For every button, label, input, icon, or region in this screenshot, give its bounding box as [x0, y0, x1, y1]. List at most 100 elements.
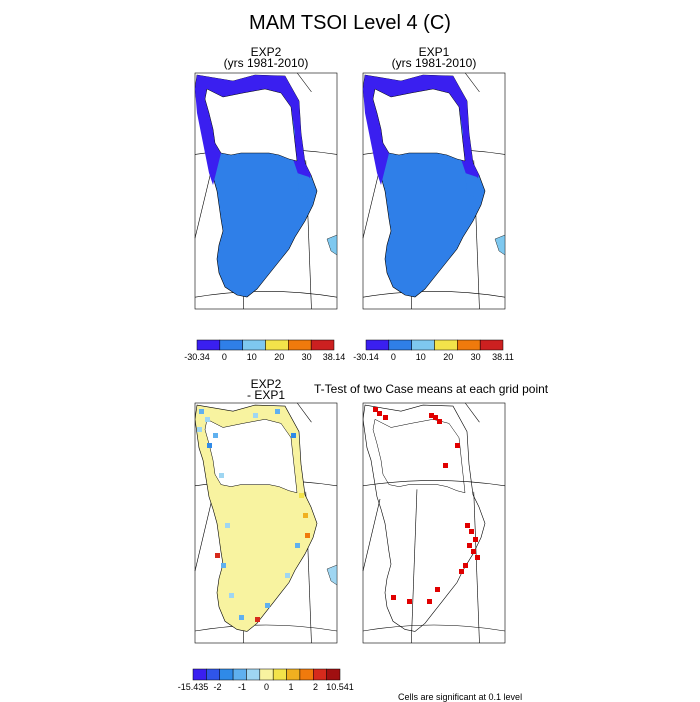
colorbar-diff-box-1 — [206, 668, 220, 681]
latitude-line-south-0 — [195, 291, 337, 298]
map-panels — [194, 72, 506, 644]
iceland-1 — [494, 234, 505, 256]
significant-cell-17 — [391, 595, 396, 600]
colorbar-exp1-label-4: 30 — [471, 352, 481, 362]
panel-title-exp2-line2: (yrs 1981-2010) — [223, 56, 309, 70]
significant-cell-8 — [473, 537, 478, 542]
colorbar-diff-box-7 — [286, 668, 301, 681]
meridian-north-2 — [296, 402, 312, 423]
colorbar-diff-box-6 — [272, 668, 287, 681]
map-frame-1 — [362, 72, 506, 310]
east-coast-cell-0 — [297, 173, 315, 199]
iceland-2 — [326, 564, 337, 586]
significant-cell-3 — [429, 413, 434, 418]
colorbar-exp1-box-3 — [434, 339, 458, 351]
colorbar-exp2-label-1: 0 — [222, 352, 227, 362]
diff-cell-2-15 — [265, 603, 270, 608]
panel-title-exp1-line2: (yrs 1981-2010) — [391, 56, 477, 70]
map-frame-2 — [194, 402, 338, 644]
colorbar-exp2-label-0: -30.34 — [184, 352, 210, 362]
colorbar-diff-box-3 — [232, 668, 247, 681]
panel-title-exp2-line1: EXP2 — [250, 45, 282, 59]
meridian-north-0 — [297, 72, 312, 93]
significant-cell-15 — [427, 599, 432, 604]
colorbar-exp1-box-1 — [388, 339, 412, 351]
diff-cell-2-4 — [225, 523, 230, 528]
colorbars: -30.34 0 10 20 30 38.14 -30.14 0 10 20 30 38.11-15.… — [178, 339, 514, 692]
diff-cell-2-18 — [197, 427, 202, 432]
colorbar-diff-box-4 — [246, 668, 261, 681]
colorbar-diff-label-2: -1 — [238, 682, 246, 692]
diff-cell-2-0 — [199, 409, 204, 414]
interior-outline-3 — [372, 418, 466, 494]
meridian-west-1 — [362, 167, 381, 239]
colorbar-exp2: -30.34 0 10 20 30 38.14 — [184, 339, 345, 362]
colorbar-diff-box-5 — [259, 668, 274, 681]
map-field-2 — [195, 404, 337, 632]
colorbar-exp2-box-2 — [242, 339, 266, 351]
diff-cell-2-10 — [291, 433, 296, 438]
colorbar-diff-box-9 — [313, 668, 327, 681]
significant-cell-1 — [377, 411, 382, 416]
diff-cell-2-2 — [213, 433, 218, 438]
significant-cell-4 — [433, 415, 438, 420]
significant-cell-13 — [459, 569, 464, 574]
map-field-3 — [363, 404, 486, 632]
meridian-north-1 — [465, 72, 480, 93]
colorbar-diff-box-10 — [326, 668, 341, 681]
panel-title-exp2: EXP2 (yrs 1981-2010) — [196, 45, 336, 70]
diff-cell-2-12 — [303, 513, 308, 518]
colorbar-exp1-label-5: 38.11 — [492, 352, 514, 362]
figure-title: MAM TSOI Level 4 (C) — [249, 12, 451, 34]
significant-cell-12 — [463, 563, 468, 568]
colorbar-exp1-box-0 — [365, 339, 390, 351]
latitude-line-south-3 — [363, 624, 505, 632]
meridian-east-3 — [473, 491, 480, 644]
map-field-1 — [363, 74, 505, 298]
meridian-west-3 — [362, 498, 381, 572]
meridian-north-3 — [464, 402, 480, 423]
iceland-0 — [326, 234, 337, 256]
map-field-0 — [195, 74, 337, 298]
panel-title-diff: EXP2 - EXP1 — [196, 378, 336, 402]
ttest-title: T-Test of two Case means at each grid po… — [314, 382, 549, 396]
significant-cell-2 — [383, 415, 388, 420]
colorbar-diff-label-5: 2 — [313, 682, 318, 692]
panel-title-exp1: EXP1 (yrs 1981-2010) — [364, 45, 504, 70]
significant-cell-9 — [467, 543, 472, 548]
significant-cell-6 — [465, 523, 470, 528]
east-coast-cell-1 — [465, 173, 483, 199]
colorbar-exp1-label-2: 10 — [416, 352, 426, 362]
diff-cell-2-13 — [295, 543, 300, 548]
significant-cell-11 — [475, 555, 480, 560]
colorbar-exp1-box-5 — [479, 339, 504, 351]
meridian-west-2 — [194, 498, 213, 572]
diff-cell-2-1 — [205, 417, 210, 422]
diff-cell-2-19 — [255, 617, 260, 622]
meridian-west-0 — [194, 167, 213, 239]
diff-cell-2-3 — [219, 473, 224, 478]
interior-blank-2 — [204, 418, 298, 494]
colorbar-exp2-box-3 — [265, 339, 289, 351]
panel-title-exp1-line1: EXP1 — [418, 45, 450, 59]
colorbar-exp1-label-3: 20 — [443, 352, 453, 362]
colorbar-diff-label-6: 10.541 — [326, 682, 354, 692]
colorbar-exp2-box-4 — [288, 339, 312, 351]
significant-cell-10 — [471, 549, 476, 554]
panel-title-diff-line2: - EXP1 — [246, 388, 285, 402]
colorbar-exp1: -30.14 0 10 20 30 38.11 — [353, 339, 514, 362]
colorbar-diff-label-1: -2 — [213, 682, 221, 692]
map-frame-3 — [362, 402, 506, 644]
significant-cell-18 — [443, 463, 448, 468]
interior-blank-0 — [204, 88, 298, 162]
significant-cell-5 — [437, 419, 442, 424]
colorbar-diff-box-0 — [192, 668, 207, 681]
colorbar-diff-box-2 — [219, 668, 234, 681]
diff-cell-2-5 — [221, 563, 226, 568]
diff-cell-2-17 — [207, 443, 212, 448]
diff-cell-2-8 — [253, 413, 258, 418]
colorbar-diff: -15.435 -2 -1 0 1 2 10.541 — [178, 668, 354, 692]
interior-blank-1 — [372, 88, 466, 162]
latitude-line-south-2 — [195, 624, 337, 632]
